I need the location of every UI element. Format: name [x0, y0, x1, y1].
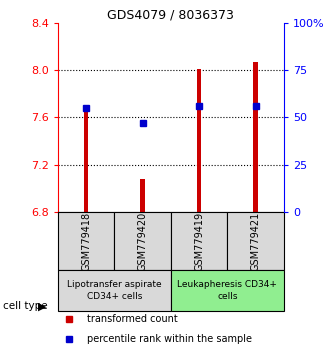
Bar: [58, 212, 114, 270]
Text: Lipotransfer aspirate
CD34+ cells: Lipotransfer aspirate CD34+ cells: [67, 280, 162, 301]
Bar: [140, 179, 145, 212]
Text: Leukapheresis CD34+
cells: Leukapheresis CD34+ cells: [177, 280, 277, 301]
Bar: [253, 62, 258, 212]
Bar: [58, 270, 171, 311]
Text: transformed count: transformed count: [87, 314, 178, 324]
Text: percentile rank within the sample: percentile rank within the sample: [87, 334, 252, 344]
Text: GSM779418: GSM779418: [81, 212, 91, 271]
Bar: [227, 212, 284, 270]
Bar: [84, 108, 88, 212]
Text: GSM779419: GSM779419: [194, 212, 204, 271]
Bar: [114, 212, 171, 270]
Text: ▶: ▶: [38, 301, 47, 311]
Text: GSM779421: GSM779421: [250, 212, 261, 271]
Bar: [171, 212, 227, 270]
Title: GDS4079 / 8036373: GDS4079 / 8036373: [107, 9, 234, 22]
Text: cell type: cell type: [3, 301, 48, 311]
Bar: [197, 69, 201, 212]
Text: GSM779420: GSM779420: [138, 212, 148, 271]
Bar: [171, 270, 284, 311]
